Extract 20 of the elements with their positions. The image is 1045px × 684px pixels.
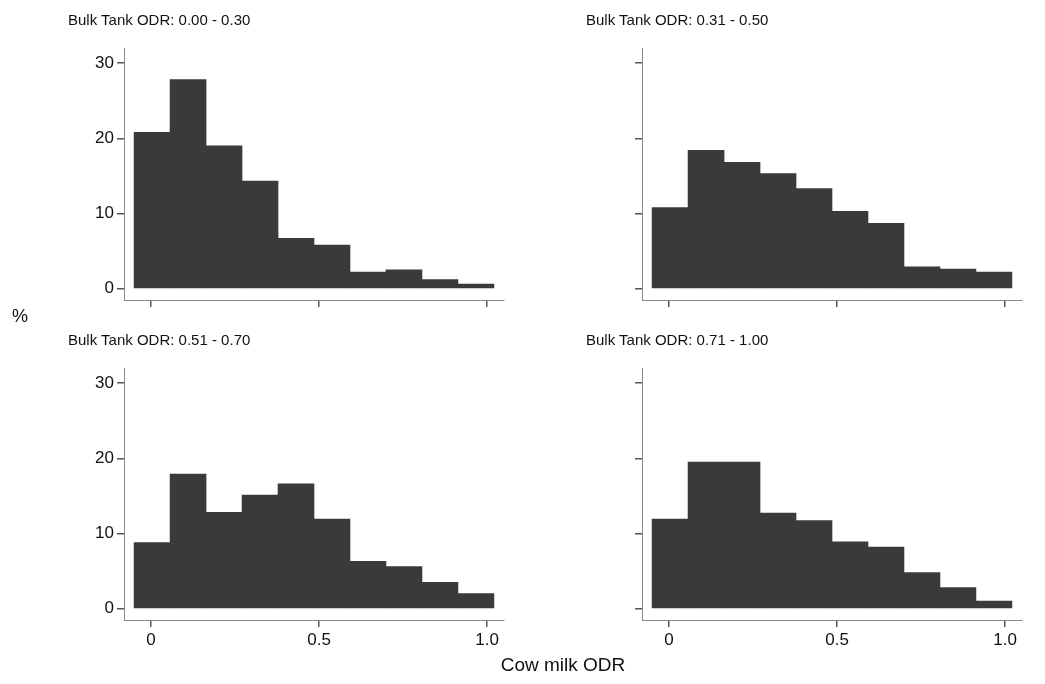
x-tick-label: 1.0 [993,629,1018,649]
y-tick-label: 0 [104,278,114,298]
x-tick-label: 0 [146,629,156,649]
x-tick-label: 0.5 [307,629,331,649]
y-tick-label: 10 [95,523,114,543]
chart-title: Bulk Tank ODR: 0.31 - 0.50 [586,11,769,29]
x-tick-label: 1.0 [475,629,500,649]
y-tick-label: 20 [95,127,114,147]
y-tick-label: 30 [95,52,114,72]
y-axis-title: % [12,306,29,327]
x-tick-label: 0.5 [825,629,849,649]
chart-title: Bulk Tank ODR: 0.51 - 0.70 [68,331,251,349]
chart-title: Bulk Tank ODR: 0.71 - 1.00 [586,331,769,349]
y-tick-label: 30 [95,372,114,392]
y-tick-label: 0 [104,598,114,618]
y-tick-label: 20 [95,447,114,467]
y-tick-label: 10 [95,203,114,223]
x-tick-label: 0 [664,629,674,649]
x-axis-title: Cow milk ODR [499,654,627,676]
chart-title: Bulk Tank ODR: 0.00 - 0.30 [68,11,251,29]
